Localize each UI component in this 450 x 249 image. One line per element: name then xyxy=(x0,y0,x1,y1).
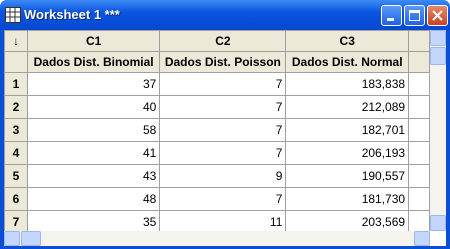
cell: 7 xyxy=(159,95,287,119)
cell: 206,193 xyxy=(285,141,410,165)
vertical-scrollbar[interactable] xyxy=(430,30,446,231)
cell xyxy=(408,118,430,142)
row-label: 4 xyxy=(4,141,28,165)
data-row: 5 43 9 190,557 xyxy=(4,164,430,188)
title-bar: Worksheet 1 *** xyxy=(0,0,450,30)
data-table: ↓ C1 C2 C3 Dados Dist. Binomial Dados Dist. P… xyxy=(4,30,430,231)
scroll-right[interactable] xyxy=(414,231,430,246)
data-row: 2 40 7 212,089 xyxy=(4,95,430,119)
column-id: C1 xyxy=(26,30,161,52)
cell: 7 xyxy=(159,141,287,165)
cell xyxy=(408,210,430,231)
cell: 37 xyxy=(26,72,161,96)
scroll-thumb[interactable] xyxy=(21,231,41,246)
cell xyxy=(408,72,430,96)
cell: 182,701 xyxy=(285,118,410,142)
horizontal-scrollbar[interactable] xyxy=(4,231,430,246)
cell: 41 xyxy=(26,141,161,165)
cell: 43 xyxy=(26,164,161,188)
column-name xyxy=(408,51,430,73)
column-name-row: Dados Dist. Binomial Dados Dist. Poisson D… xyxy=(4,51,430,73)
data-row: 7 35 11 203,569 xyxy=(4,210,430,231)
row-label: 1 xyxy=(4,72,28,96)
cell: 9 xyxy=(159,164,287,188)
maximize-button[interactable] xyxy=(404,5,425,26)
worksheet: ↓ C1 C2 C3 Dados Dist. Binomial Dados Dist. P… xyxy=(4,30,446,246)
data-row: 3 58 7 182,701 xyxy=(4,118,430,142)
app-icon xyxy=(5,7,21,23)
cell: 58 xyxy=(26,118,161,142)
cell: 40 xyxy=(26,95,161,119)
row-label: 6 xyxy=(4,187,28,211)
scroll-thumb[interactable] xyxy=(430,47,446,65)
corner-cell xyxy=(4,51,28,73)
column-name: Dados Dist. Normal xyxy=(285,51,410,73)
cell: 7 xyxy=(159,187,287,211)
cell xyxy=(408,95,430,119)
column-name: Dados Dist. Poisson xyxy=(159,51,287,73)
row-label: 7 xyxy=(4,210,28,231)
row-label: 2 xyxy=(4,95,28,119)
data-row: 1 37 7 183,838 xyxy=(4,72,430,96)
row-label: 3 xyxy=(4,118,28,142)
cell: 190,557 xyxy=(285,164,410,188)
grid: ↓ C1 C2 C3 Dados Dist. Binomial Dados Dist. P… xyxy=(4,30,430,231)
cell xyxy=(408,187,430,211)
cell xyxy=(408,164,430,188)
cell: 181,730 xyxy=(285,187,410,211)
column-name: Dados Dist. Binomial xyxy=(26,51,161,73)
column-id xyxy=(408,30,430,52)
scroll-up[interactable] xyxy=(430,30,446,46)
scroll-left[interactable] xyxy=(4,231,20,246)
close-button[interactable] xyxy=(427,5,448,26)
data-row: 6 48 7 181,730 xyxy=(4,187,430,211)
cell: 212,089 xyxy=(285,95,410,119)
cell: 7 xyxy=(159,72,287,96)
corner-cell: ↓ xyxy=(4,30,28,52)
column-header-row: ↓ C1 C2 C3 xyxy=(4,30,430,52)
data-row: 4 41 7 206,193 xyxy=(4,141,430,165)
minimize-button[interactable] xyxy=(381,5,402,26)
window-title: Worksheet 1 *** xyxy=(24,7,120,22)
column-id: C2 xyxy=(159,30,287,52)
column-id: C3 xyxy=(285,30,410,52)
cell: 183,838 xyxy=(285,72,410,96)
row-label: 5 xyxy=(4,164,28,188)
scroll-down[interactable] xyxy=(430,215,446,231)
cell xyxy=(408,141,430,165)
cell: 11 xyxy=(159,210,287,231)
cell: 7 xyxy=(159,118,287,142)
cell: 48 xyxy=(26,187,161,211)
cell: 35 xyxy=(26,210,161,231)
cell: 203,569 xyxy=(285,210,410,231)
